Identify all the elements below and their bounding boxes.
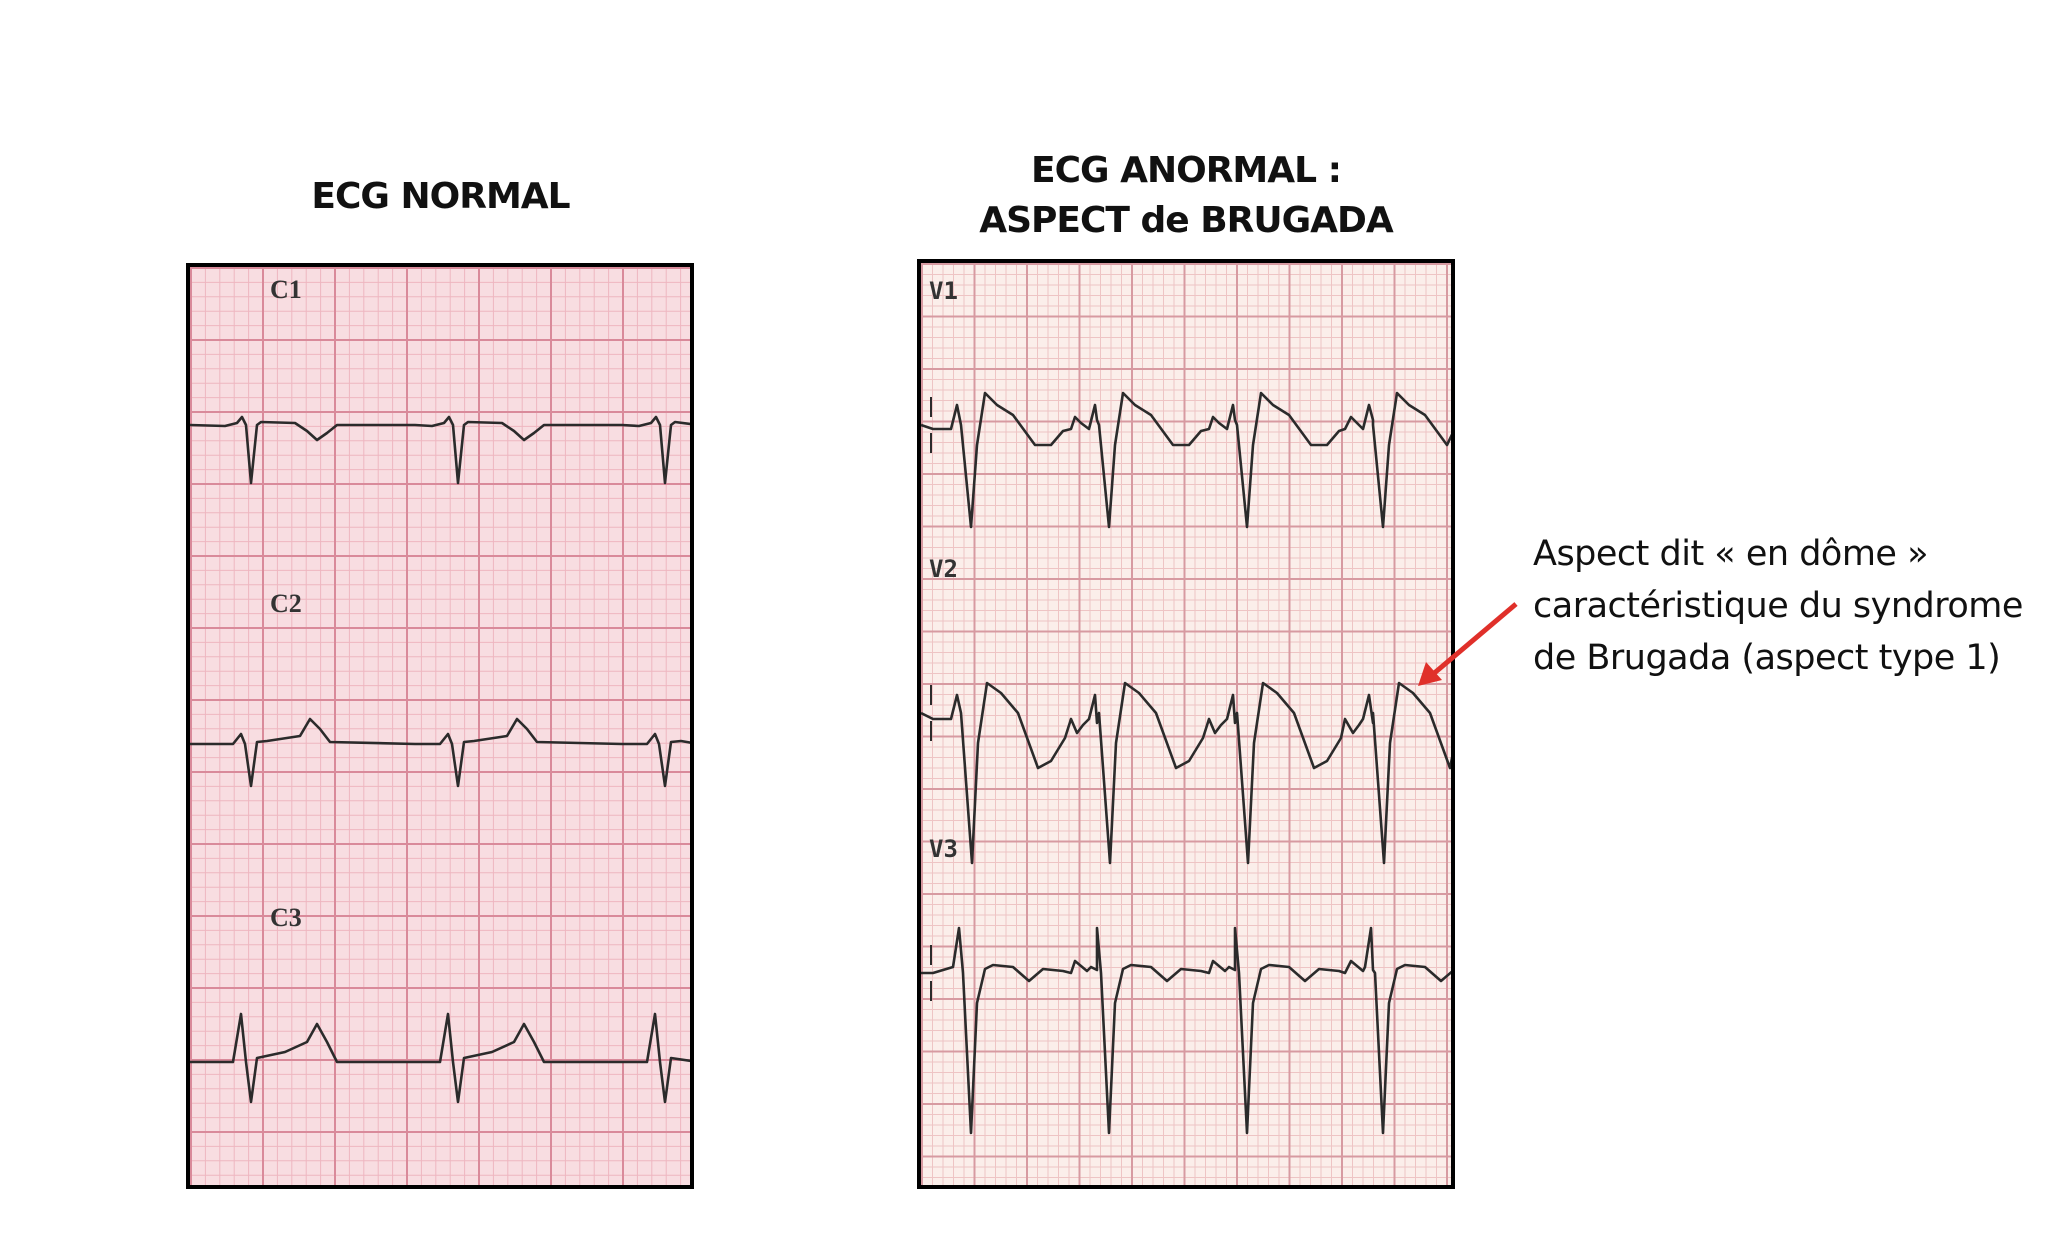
brugada-ecg-strip: V1 V2 V3 [917, 259, 1455, 1189]
lead-label-v1: V1 [929, 277, 958, 305]
right-title-line2: ASPECT de BRUGADA [979, 200, 1394, 241]
lead-label-v2: V2 [929, 555, 958, 583]
annotation-text: Aspect dit « en dôme » caractéristique d… [1533, 528, 2023, 684]
normal-ecg-graph [190, 267, 690, 1185]
lead-label-c2: C2 [270, 589, 302, 618]
right-title: ECG ANORMAL : ASPECT de BRUGADA [919, 146, 1453, 246]
grid-major [190, 267, 690, 1185]
lead-v2-trace [921, 681, 1451, 865]
lead-v3-trace [921, 926, 1451, 1135]
annotation-line: Aspect dit « en dôme » [1533, 534, 1928, 574]
lead-label-v3: V3 [929, 835, 958, 863]
lead-c3-trace [190, 1012, 690, 1104]
brugada-ecg-graph [921, 263, 1451, 1185]
grid-minor [921, 263, 1451, 1185]
lead-label-c3: C3 [270, 903, 302, 932]
lead-label-c1: C1 [270, 275, 302, 304]
ecg-paper [190, 267, 690, 1185]
left-title: ECG NORMAL [311, 176, 570, 217]
right-title-line1: ECG ANORMAL : [1031, 150, 1342, 191]
lead-c2-trace [190, 717, 690, 788]
normal-ecg-strip: C1 C2 C3 [186, 263, 694, 1189]
lead-v1-trace [921, 391, 1451, 529]
annotation-line: de Brugada (aspect type 1) [1533, 638, 2001, 678]
lead-c1-trace [190, 415, 690, 485]
annotation-line: caractéristique du syndrome [1533, 586, 2023, 626]
